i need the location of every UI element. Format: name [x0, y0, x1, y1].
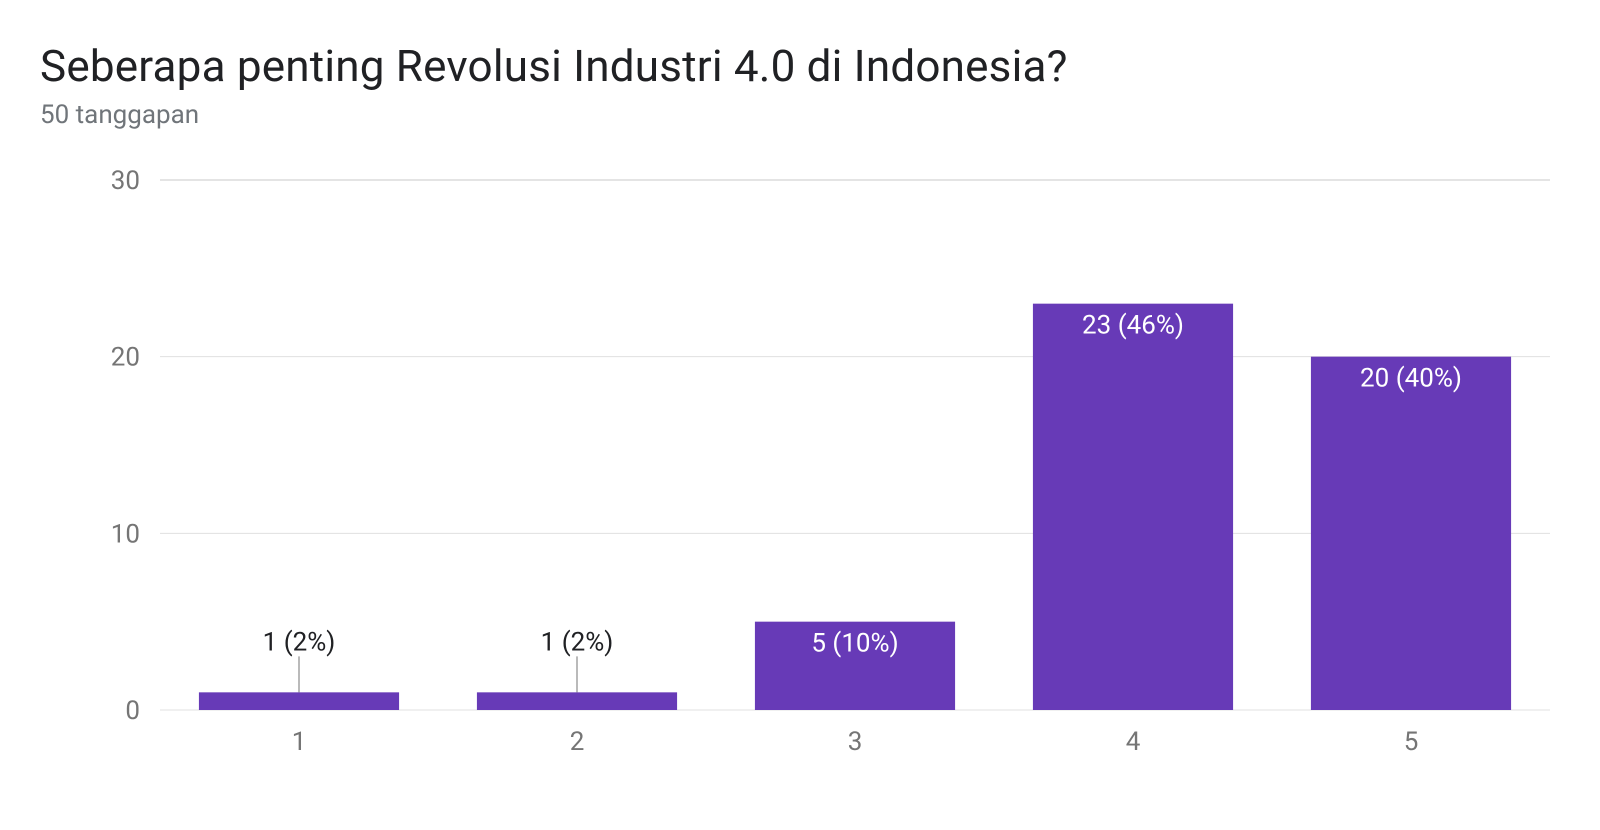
- bar-value-label: 5 (10%): [811, 629, 898, 659]
- bar: [1311, 357, 1511, 710]
- chart-plot-area: 0 10 20 30 1 1 (2%) 2 1 (2%) 3 5 (10%) 4 23 (46%) 5 2…: [40, 170, 1560, 770]
- bar: [477, 692, 677, 710]
- x-tick-label: 4: [1126, 727, 1141, 757]
- x-tick-label: 2: [570, 727, 585, 757]
- bar: [199, 692, 399, 710]
- y-tick-label: 30: [111, 170, 140, 196]
- x-tick-label: 1: [292, 727, 307, 757]
- y-tick-label: 20: [111, 343, 140, 373]
- bar-chart-svg: 0 10 20 30 1 1 (2%) 2 1 (2%) 3 5 (10%) 4 23 (46%) 5 2…: [40, 170, 1560, 770]
- x-tick-label: 3: [848, 727, 863, 757]
- y-tick-label: 10: [111, 519, 140, 549]
- chart-subtitle: 50 tanggapan: [40, 100, 1560, 130]
- bar: [1033, 304, 1233, 710]
- bar-value-label: 23 (46%): [1082, 311, 1184, 341]
- y-tick-label: 0: [125, 696, 140, 726]
- bar-value-label: 20 (40%): [1360, 364, 1462, 394]
- chart-title: Seberapa penting Revolusi Industri 4.0 d…: [40, 40, 1560, 92]
- bar-value-label: 1 (2%): [541, 627, 614, 657]
- chart-container: Seberapa penting Revolusi Industri 4.0 d…: [0, 0, 1600, 830]
- bar-value-label: 1 (2%): [263, 627, 336, 657]
- x-tick-label: 5: [1404, 727, 1419, 757]
